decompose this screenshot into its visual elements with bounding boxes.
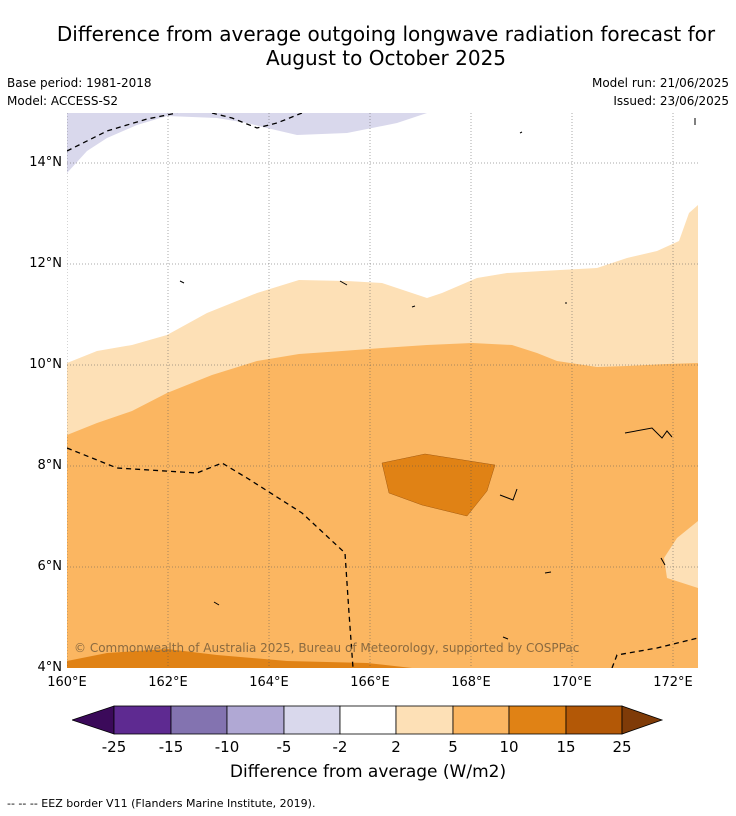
eez-legend-footer: -- -- -- EEZ border V11 (Flanders Marine… bbox=[7, 797, 316, 810]
colorbar-label: 2 bbox=[391, 738, 401, 756]
colorbar-bin-1 bbox=[113, 705, 172, 735]
region-negative bbox=[67, 113, 427, 173]
y-tick-12n: 12°N bbox=[29, 256, 62, 271]
y-tick-4n: 4°N bbox=[37, 660, 63, 675]
region-10-15-bottom bbox=[67, 649, 412, 668]
colorbar-label: 10 bbox=[499, 738, 519, 756]
islands bbox=[179, 118, 696, 640]
colorbar-bin-4 bbox=[283, 705, 341, 735]
y-tick-6n: 6°N bbox=[37, 559, 63, 574]
x-tick-166e: 166°E bbox=[350, 675, 390, 690]
colorbar-bin-9 bbox=[565, 705, 623, 735]
y-tick-8n: 8°N bbox=[37, 458, 63, 473]
colorbar-label: -5 bbox=[276, 738, 292, 756]
base-period: Base period: 1981-2018 bbox=[7, 76, 152, 90]
y-tick-14n: 14°N bbox=[29, 155, 62, 170]
region-5-10 bbox=[67, 343, 698, 668]
colorbar-label: -25 bbox=[101, 738, 127, 756]
colorbar-max-arrow bbox=[621, 705, 664, 735]
meta-right: Model run: 21/06/2025 Issued: 23/06/2025 bbox=[592, 74, 729, 110]
colorbar-label: -10 bbox=[214, 738, 240, 756]
colorbar-bin-2 bbox=[170, 705, 228, 735]
model-name: Model: ACCESS-S2 bbox=[7, 94, 119, 108]
x-tick-160e: 160°E bbox=[47, 675, 87, 690]
colorbar-bin-5 bbox=[339, 705, 397, 735]
y-tick-10n: 10°N bbox=[29, 357, 62, 372]
eez-borders bbox=[67, 113, 698, 668]
colorbar-label: 15 bbox=[556, 738, 576, 756]
x-tick-164e: 164°E bbox=[249, 675, 289, 690]
colorbar-min-arrow bbox=[72, 705, 115, 735]
colorbar-bin-3 bbox=[226, 705, 285, 735]
map-area: © Commonwealth of Australia 2025, Bureau… bbox=[67, 113, 698, 668]
title-line-1: Difference from average outgoing longwav… bbox=[56, 22, 716, 46]
region-10-15-blob bbox=[381, 453, 496, 517]
chart-title: Difference from average outgoing longwav… bbox=[0, 22, 736, 70]
colorbar-label: -15 bbox=[158, 738, 184, 756]
x-tick-162e: 162°E bbox=[148, 675, 188, 690]
title-line-2: August to October 2025 bbox=[265, 46, 507, 70]
gridlines bbox=[67, 113, 698, 668]
colorbar-label: -2 bbox=[332, 738, 348, 756]
copyright-text: © Commonwealth of Australia 2025, Bureau… bbox=[74, 641, 579, 655]
colorbar-label: 5 bbox=[448, 738, 458, 756]
model-run: Model run: 21/06/2025 bbox=[591, 76, 729, 90]
x-tick-168e: 168°E bbox=[451, 675, 491, 690]
colorbar-title: Difference from average (W/m2) bbox=[229, 762, 507, 782]
colorbar bbox=[72, 705, 664, 735]
colorbar-bin-7 bbox=[452, 705, 510, 735]
colorbar-bin-8 bbox=[508, 705, 567, 735]
meta-left: Base period: 1981-2018 Model: ACCESS-S2 bbox=[7, 74, 152, 110]
issued-date: Issued: 23/06/2025 bbox=[613, 94, 729, 108]
colorbar-bin-6 bbox=[395, 705, 454, 735]
x-tick-172e: 172°E bbox=[653, 675, 693, 690]
x-tick-170e: 170°E bbox=[552, 675, 592, 690]
colorbar-label: 25 bbox=[612, 738, 632, 756]
